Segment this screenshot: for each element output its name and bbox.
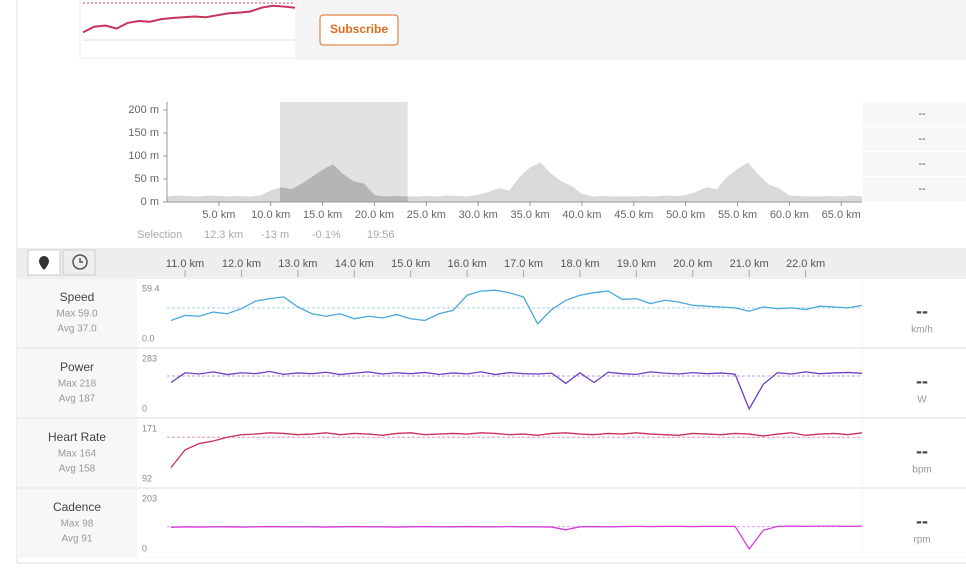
time-toggle[interactable] [62, 249, 96, 276]
x-tick-label: 15.0 km [391, 258, 430, 270]
stream-line [170, 370, 863, 411]
stream-plot-bg [137, 279, 862, 347]
x-tick-label: 60.0 km [770, 209, 809, 221]
stream-plot-bg [137, 349, 862, 417]
x-tick-label: 11.0 km [166, 258, 204, 270]
x-tick-label: 20.0 km [355, 209, 394, 221]
x-tick-label: 5.0 km [202, 209, 235, 221]
y-tick-label: 0 [142, 543, 147, 553]
stream-line [170, 432, 863, 469]
stream-max: Max 59.0 [56, 309, 98, 320]
stream-unit: km/h [911, 325, 933, 336]
side-cell [863, 127, 966, 151]
side-value: -- [918, 133, 926, 145]
stream-avg: Avg 187 [59, 394, 96, 405]
x-tick-label: 17.0 km [504, 258, 543, 270]
side-value: -- [918, 183, 926, 195]
subscribe-label[interactable]: Subscribe [330, 22, 388, 36]
y-tick-label: 0 [142, 403, 147, 413]
stream-right-bg [863, 349, 966, 417]
stream-name: Speed [60, 290, 95, 304]
x-tick-label: 15.0 km [303, 209, 342, 221]
stream-avg: Avg 37.0 [57, 324, 97, 335]
stream-current: -- [916, 441, 928, 461]
y-tick-label: 283 [142, 353, 157, 363]
stream-plot-bg [137, 419, 862, 487]
elevation-area-selected [280, 164, 408, 202]
stream-name: Cadence [53, 500, 101, 514]
stream-right-bg [863, 489, 966, 557]
stream-avg: Avg 158 [59, 464, 96, 475]
x-tick-label: 18.0 km [560, 258, 599, 270]
x-tick-label: 65.0 km [822, 209, 861, 221]
x-tick-label: 12.0 km [222, 258, 261, 270]
y-tick-label: 59.4 [142, 283, 160, 293]
stream-plot-bg [137, 489, 862, 557]
map-toggle[interactable] [27, 249, 61, 276]
selection-label: Selection [137, 229, 182, 241]
selection-stat: -0.1% [312, 229, 341, 241]
clock-icon[interactable] [72, 254, 88, 270]
toolbar [17, 248, 966, 277]
side-cell [863, 177, 966, 201]
y-tick-label: 171 [142, 423, 157, 433]
x-tick-label: 30.0 km [459, 209, 498, 221]
y-tick-label: 0 m [141, 196, 159, 208]
stream-avg: Avg 91 [62, 534, 93, 545]
x-tick-label: 19.0 km [617, 258, 656, 270]
elevation-area [167, 162, 862, 202]
x-tick-label: 40.0 km [562, 209, 601, 221]
y-tick-label: 100 m [128, 150, 159, 162]
x-tick-label: 35.0 km [510, 209, 549, 221]
x-tick-label: 13.0 km [278, 258, 317, 270]
thumbnail-box [79, 0, 297, 59]
x-tick-label: 25.0 km [407, 209, 446, 221]
side-value: -- [918, 108, 926, 120]
stream-current: -- [916, 301, 928, 321]
clock-hands [79, 258, 83, 263]
y-tick-label: 150 m [128, 127, 159, 139]
pin-icon[interactable] [39, 256, 49, 270]
stream-max: Max 164 [58, 449, 97, 460]
stream-right-bg [863, 419, 966, 487]
x-tick-label: 20.0 km [673, 258, 712, 270]
stream-unit: rpm [913, 535, 930, 546]
x-tick-label: 22.0 km [786, 258, 825, 270]
y-tick-label: 0.0 [142, 333, 155, 343]
stream-current: -- [916, 371, 928, 391]
y-tick-label: 92 [142, 473, 152, 483]
stream-right-bg [863, 279, 966, 347]
selection-stat: 19:56 [367, 229, 395, 241]
stream-line [170, 525, 863, 551]
x-tick-label: 10.0 km [251, 209, 290, 221]
x-tick-label: 50.0 km [666, 209, 705, 221]
side-cell [863, 152, 966, 176]
x-tick-label: 45.0 km [614, 209, 653, 221]
subscribe-button[interactable] [319, 14, 399, 46]
x-tick-label: 21.0 km [730, 258, 769, 270]
stream-unit: W [917, 395, 927, 406]
x-tick-label: 55.0 km [718, 209, 757, 221]
header-panel [296, 0, 966, 60]
x-tick-label: 14.0 km [335, 258, 374, 270]
stream-max: Max 218 [58, 379, 97, 390]
stream-max: Max 98 [61, 519, 94, 530]
side-value: -- [918, 158, 926, 170]
thumbnail-line [82, 4, 296, 34]
selection-stat: 12.3 km [204, 229, 243, 241]
stream-unit: bpm [912, 465, 931, 476]
stream-line [170, 289, 863, 325]
y-tick-label: 203 [142, 493, 157, 503]
y-tick-label: 50 m [135, 173, 159, 185]
x-tick-label: 16.0 km [448, 258, 487, 270]
stream-current: -- [916, 511, 928, 531]
stream-name: Heart Rate [48, 430, 106, 444]
selection-stat: -13 m [261, 229, 289, 241]
y-tick-label: 200 m [128, 104, 159, 116]
side-cell [863, 102, 966, 126]
stream-name: Power [60, 360, 94, 374]
